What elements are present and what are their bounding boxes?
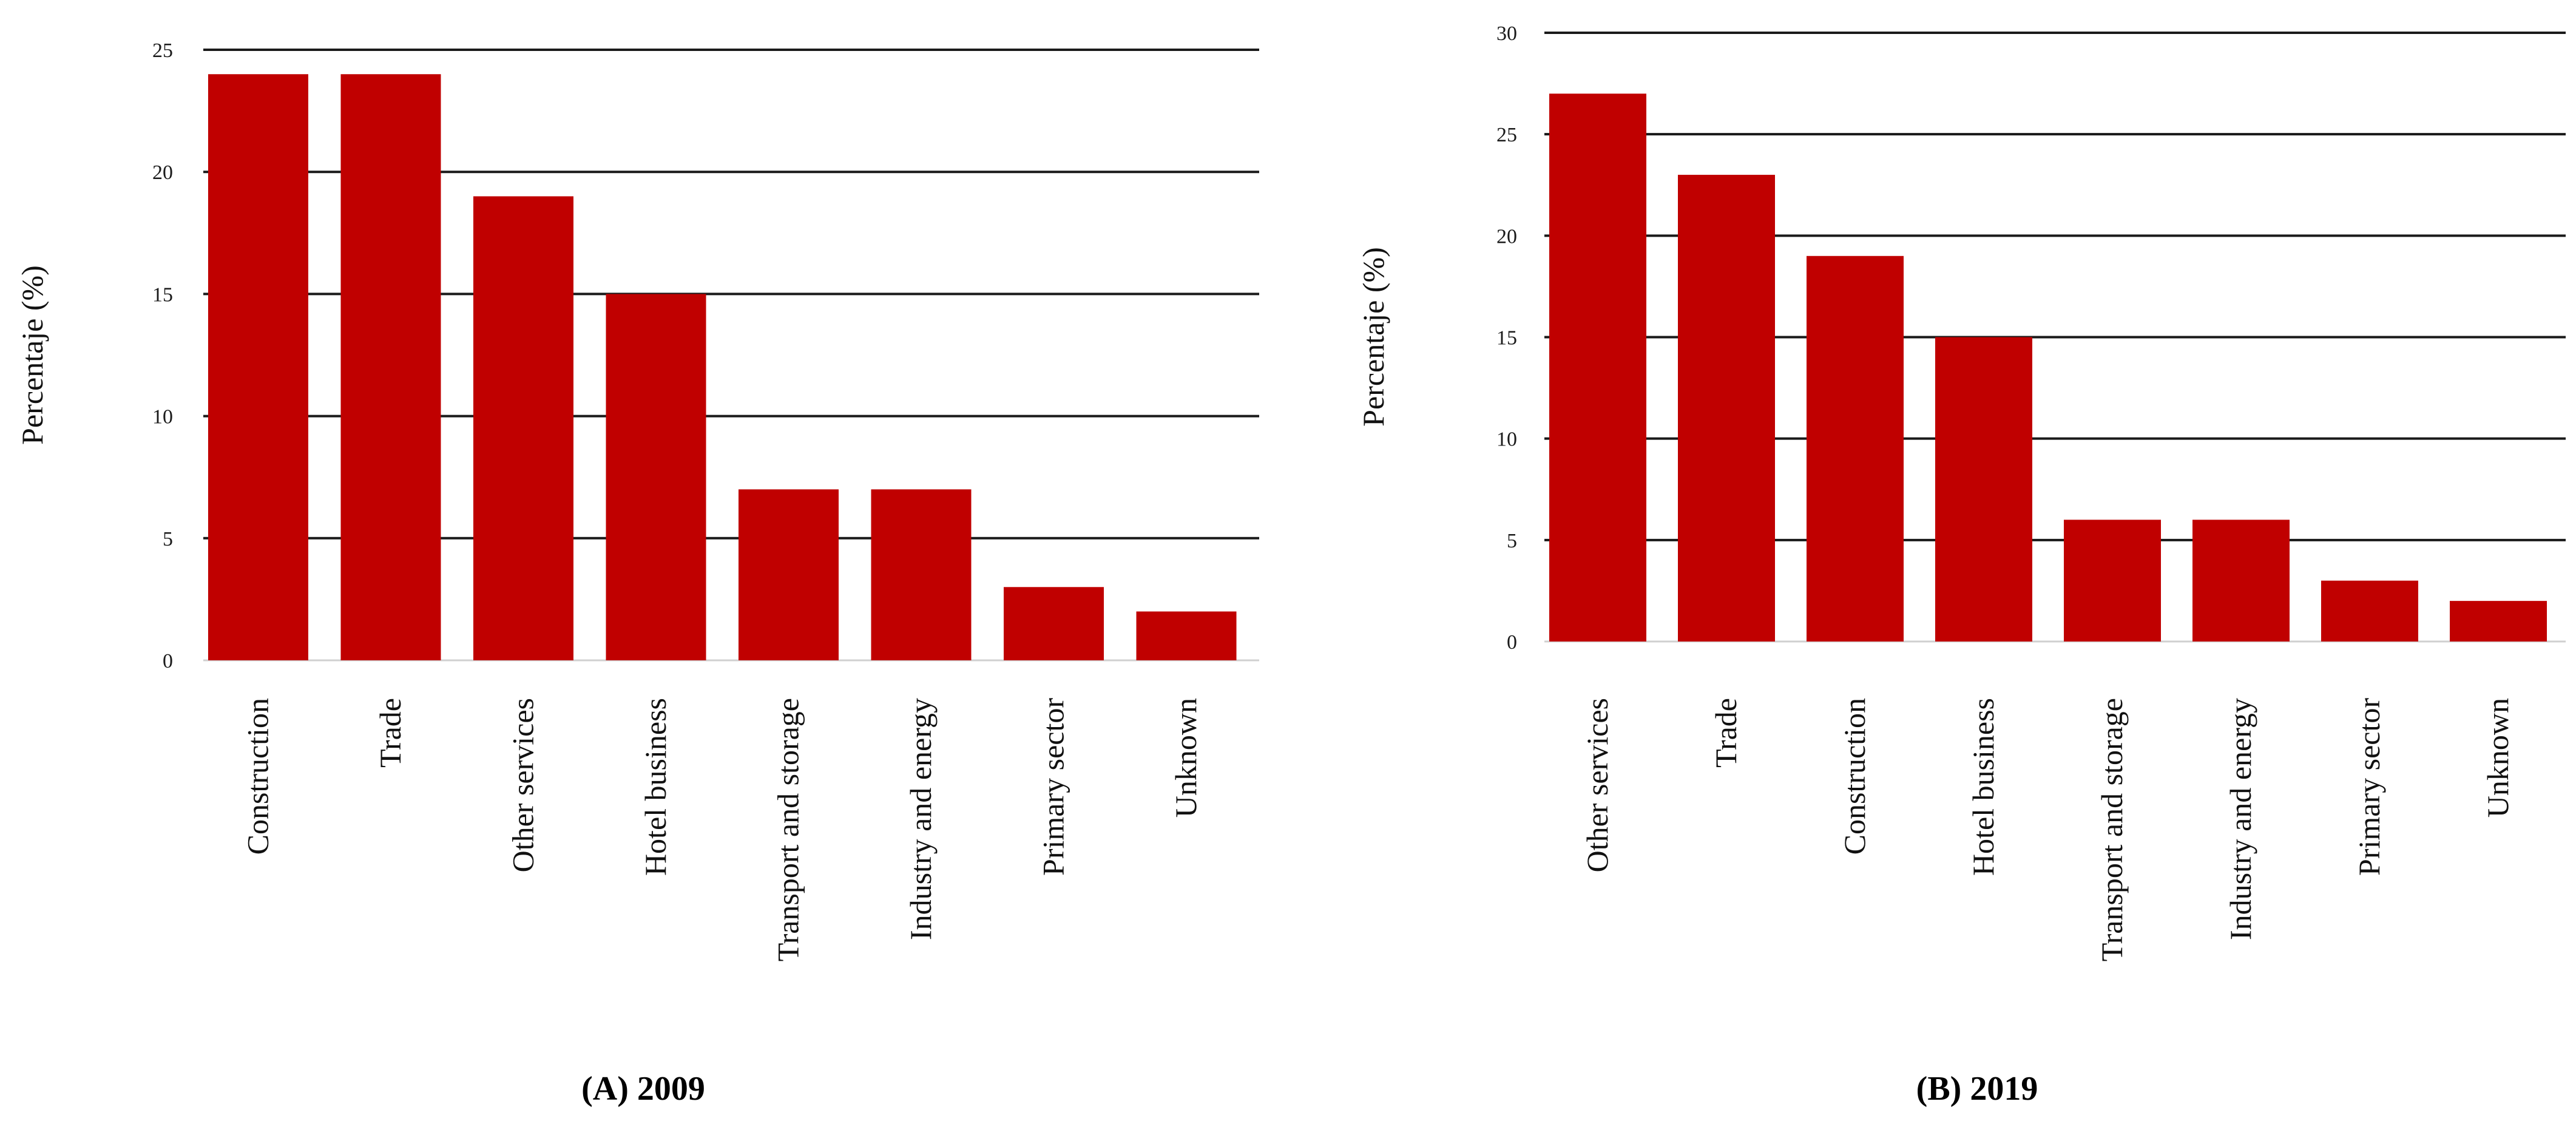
category-label: Industry and energy xyxy=(904,698,938,940)
category-label: Hotel business xyxy=(638,698,672,876)
category-label: Transport and storage xyxy=(2095,698,2129,961)
y-tick-label: 20 xyxy=(1496,225,1517,248)
category-label: Trade xyxy=(373,698,407,768)
category-label: Primary sector xyxy=(2352,698,2386,876)
category-label: Trade xyxy=(1709,698,1743,768)
y-tick-label: 0 xyxy=(1507,631,1517,654)
bar-industry-and-energy xyxy=(871,489,972,660)
bar-construction xyxy=(208,74,308,661)
panel-caption: (B) 2019 xyxy=(1916,1070,2038,1108)
y-tick-label: 30 xyxy=(1496,22,1517,45)
panel-b-2019: 0 5 10 15 20 25 30 Other services Trade Construct… xyxy=(1356,22,2566,1108)
panel-caption: (A) 2009 xyxy=(581,1070,705,1108)
category-label: Primary sector xyxy=(1036,698,1070,876)
y-tick-label: 15 xyxy=(1496,327,1517,350)
bar-hotel-business xyxy=(1935,337,2032,642)
y-tick-label: 15 xyxy=(152,283,173,306)
category-label: Construction xyxy=(1837,698,1871,855)
bar-transport-and-storage xyxy=(2064,520,2161,642)
bar-transport-and-storage xyxy=(739,489,839,660)
y-axis-label: Percentaje (%) xyxy=(1356,247,1390,427)
y-tick-label: 10 xyxy=(152,406,173,428)
bar-other-services xyxy=(1549,93,1646,642)
category-label: Transport and storage xyxy=(771,698,805,961)
y-axis-label: Percentaje (%) xyxy=(15,265,49,445)
bar-unknown xyxy=(1136,611,1237,660)
bar-trade xyxy=(340,74,441,661)
y-tick-label: 5 xyxy=(1507,530,1517,552)
bar-trade xyxy=(1678,175,1775,642)
y-tick-label: 20 xyxy=(152,161,173,184)
category-label: Construction xyxy=(241,698,275,855)
category-label: Other services xyxy=(1580,698,1614,872)
bar-hotel-business xyxy=(606,294,706,660)
category-label: Other services xyxy=(506,698,540,872)
bar-construction xyxy=(1807,256,1904,642)
bar-industry-and-energy xyxy=(2192,520,2290,642)
y-tick-label: 5 xyxy=(163,528,173,550)
bar-unknown xyxy=(2450,601,2547,642)
bar-primary-sector xyxy=(1004,587,1104,660)
category-label: Unknown xyxy=(2481,698,2515,818)
y-tick-label: 0 xyxy=(163,650,173,672)
category-label: Unknown xyxy=(1169,698,1203,818)
bar-other-services xyxy=(473,196,573,660)
bar-primary-sector xyxy=(2321,580,2418,642)
category-label: Hotel business xyxy=(1966,698,2000,876)
y-tick-label: 25 xyxy=(1496,124,1517,146)
y-tick-label: 10 xyxy=(1496,428,1517,451)
y-tick-label: 25 xyxy=(152,39,173,62)
panel-a-2009: 0 5 10 15 20 25 Construction Trade Other service… xyxy=(15,39,1259,1108)
category-label: Industry and energy xyxy=(2223,698,2257,940)
